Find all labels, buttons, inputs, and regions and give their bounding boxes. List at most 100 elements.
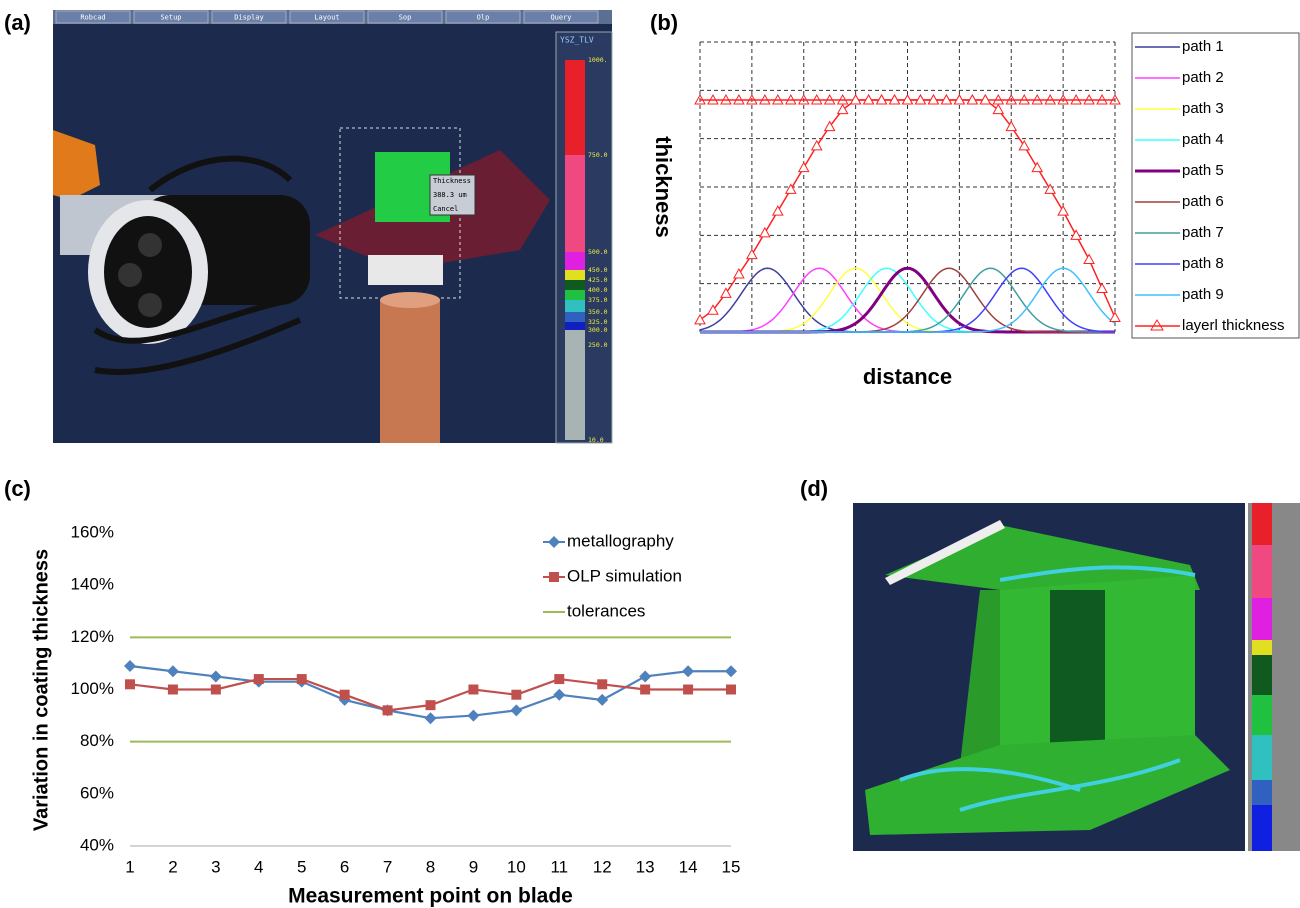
- colorbar-band: [565, 270, 585, 280]
- marker: [254, 674, 264, 684]
- marker: [125, 679, 135, 689]
- y-tick-label: 60%: [80, 783, 114, 802]
- marker: [639, 670, 651, 682]
- colorbar-band: [1252, 695, 1272, 735]
- colorbar-band: [565, 330, 585, 440]
- colorbar-band: [1252, 655, 1272, 695]
- colorbar-band: [565, 312, 585, 322]
- marker: [167, 665, 179, 677]
- shadow: [1050, 590, 1105, 750]
- legend-label: metallography: [567, 531, 674, 550]
- marker: [340, 690, 350, 700]
- layer-marker: [1032, 163, 1042, 172]
- x-tick-label: 11: [550, 857, 568, 876]
- x-tick-label: 4: [254, 857, 263, 876]
- layer-marker: [812, 141, 822, 150]
- legend-label: path 1: [1182, 38, 1224, 55]
- x-axis-label: distance: [863, 364, 952, 389]
- x-tick-label: 15: [722, 857, 741, 876]
- colorbar-band: [565, 322, 585, 330]
- colorbar-label: 750.0: [588, 151, 608, 159]
- x-tick-label: 10: [507, 857, 526, 876]
- colorbar-title: YSZ_TLV: [560, 36, 594, 45]
- colorbar-label: 325.0: [588, 318, 608, 326]
- y-axis-label: thickness: [651, 136, 676, 238]
- layer-marker: [695, 315, 705, 324]
- legend-label: path 2: [1182, 69, 1224, 86]
- x-tick-label: 6: [340, 857, 349, 876]
- layer-marker: [993, 105, 1003, 114]
- colorbar-label: 1000.: [588, 56, 608, 64]
- marker: [510, 704, 522, 716]
- legend-label: tolerances: [567, 601, 645, 620]
- nozzle: [138, 293, 162, 317]
- layer-marker: [1084, 255, 1094, 264]
- colorbar-band: [1252, 735, 1272, 780]
- layer-marker: [799, 163, 809, 172]
- x-tick-label: 13: [636, 857, 655, 876]
- marker: [210, 670, 222, 682]
- marker: [596, 694, 608, 706]
- legend-label: path 4: [1182, 131, 1224, 148]
- x-tick-label: 12: [593, 857, 612, 876]
- colorbar-label: 10.0: [588, 436, 604, 444]
- fixture: [368, 255, 443, 285]
- pedestal-top: [380, 292, 440, 308]
- nozzle: [138, 233, 162, 257]
- marker: [725, 665, 737, 677]
- colorbar-band: [1252, 503, 1272, 545]
- colorbar-band: [1252, 545, 1272, 598]
- marker: [640, 685, 650, 695]
- marker: [425, 712, 437, 724]
- x-tick-label: 9: [469, 857, 478, 876]
- panel-label: (b): [650, 10, 678, 35]
- layer-marker: [786, 184, 796, 193]
- simulation-view: RobcadSetupDisplayLayoutSopOlpQuery Thic…: [53, 10, 612, 444]
- y-tick-label: 80%: [80, 731, 114, 750]
- legend-label: OLP simulation: [567, 566, 682, 585]
- y-tick-label: 160%: [71, 522, 114, 541]
- colorbar-band: [565, 300, 585, 312]
- x-tick-label: 5: [297, 857, 306, 876]
- legend-label: path 6: [1182, 193, 1224, 210]
- colorbar-label: 500.0: [588, 248, 608, 256]
- y-tick-label: 40%: [80, 835, 114, 854]
- marker: [683, 685, 693, 695]
- x-tick-label: 3: [211, 857, 220, 876]
- marker: [511, 690, 521, 700]
- panel-label: (c): [4, 476, 31, 501]
- legend-label: path 3: [1182, 100, 1224, 117]
- menu-label: Query: [550, 14, 571, 22]
- colorbar-band: [565, 290, 585, 300]
- colorbar-band: [565, 60, 585, 155]
- colorbar-band: [1252, 780, 1272, 805]
- marker: [549, 572, 559, 582]
- layer-marker: [838, 105, 848, 114]
- colorbar-label: 375.0: [588, 296, 608, 304]
- colorbar-label: 250.0: [588, 341, 608, 349]
- menu-label: Sop: [399, 14, 412, 22]
- colorbar-label: 350.0: [588, 308, 608, 316]
- marker: [168, 685, 178, 695]
- colorbar-band: [1252, 640, 1272, 655]
- layer-marker: [721, 288, 731, 297]
- marker: [467, 710, 479, 722]
- marker: [383, 705, 393, 715]
- x-tick-label: 7: [383, 857, 392, 876]
- x-tick-label: 14: [679, 857, 698, 876]
- menu-label: Olp: [477, 14, 490, 22]
- marker: [548, 536, 560, 548]
- colorbar-band: [1252, 598, 1272, 640]
- x-axis-label: Measurement point on blade: [288, 885, 573, 908]
- y-tick-label: 140%: [71, 575, 114, 594]
- marker: [553, 689, 565, 701]
- marker: [468, 685, 478, 695]
- marker: [426, 700, 436, 710]
- marker: [726, 685, 736, 695]
- legend-label: path 7: [1182, 224, 1224, 241]
- panel-label: (a): [4, 10, 31, 35]
- colorbar-label: 400.0: [588, 286, 608, 294]
- x-tick-label: 1: [125, 857, 134, 876]
- pedestal: [380, 300, 440, 443]
